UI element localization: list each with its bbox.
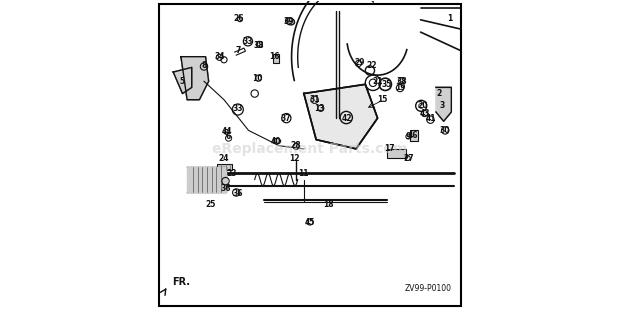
Text: 17: 17 [384,144,395,153]
Text: 31: 31 [309,95,320,104]
Bar [410,131,417,141]
Text: 43: 43 [420,109,430,118]
Text: 2: 2 [436,89,441,98]
Text: 13: 13 [314,104,324,113]
Text: 30: 30 [440,126,450,135]
Text: 27: 27 [403,153,414,162]
Bar [388,149,406,158]
Text: 8: 8 [202,61,206,70]
Text: 6: 6 [226,132,231,141]
Text: 33: 33 [242,37,253,46]
Text: 15: 15 [377,95,388,104]
Text: 20: 20 [417,101,427,110]
Text: 44: 44 [222,127,232,136]
Text: 29: 29 [354,58,365,67]
Polygon shape [181,57,208,100]
Text: 33: 33 [232,104,243,113]
Polygon shape [173,68,192,94]
Text: 37: 37 [280,114,291,123]
Text: 38: 38 [254,42,265,51]
Text: 45: 45 [305,218,315,227]
Text: 7: 7 [235,46,241,55]
Text: 35: 35 [382,80,392,89]
Bar [217,164,232,170]
Text: 11: 11 [299,169,309,178]
Text: 36: 36 [220,184,231,193]
Text: 5: 5 [180,77,185,86]
Text: 18: 18 [323,200,334,209]
Text: 16: 16 [270,52,280,61]
Text: 36: 36 [232,189,243,198]
Text: 9: 9 [405,132,411,141]
Bar [273,54,278,63]
Text: 46: 46 [408,131,418,140]
Text: 10: 10 [252,74,263,83]
Text: eReplacement Parts.com: eReplacement Parts.com [212,142,408,156]
Text: 22: 22 [366,61,377,70]
Text: 39: 39 [283,17,294,26]
Text: 38: 38 [397,77,407,86]
Text: 28: 28 [291,141,301,150]
Text: 3: 3 [440,101,445,110]
Polygon shape [436,87,451,121]
Text: 40: 40 [271,137,281,146]
Text: 21: 21 [373,77,383,86]
Text: FR.: FR. [172,277,190,287]
Text: 1: 1 [447,14,453,23]
Polygon shape [187,167,226,192]
Text: 26: 26 [234,14,244,23]
Text: 25: 25 [205,200,215,209]
Polygon shape [304,84,378,149]
Text: 41: 41 [426,114,436,123]
Text: 23: 23 [226,169,237,178]
Text: 42: 42 [342,114,352,123]
Text: 34: 34 [214,52,224,61]
Ellipse shape [273,138,281,144]
Text: 24: 24 [218,153,229,162]
Ellipse shape [286,18,294,25]
Text: 12: 12 [290,153,300,162]
Text: 19: 19 [396,83,406,92]
Text: ZV99-P0100: ZV99-P0100 [404,284,451,293]
